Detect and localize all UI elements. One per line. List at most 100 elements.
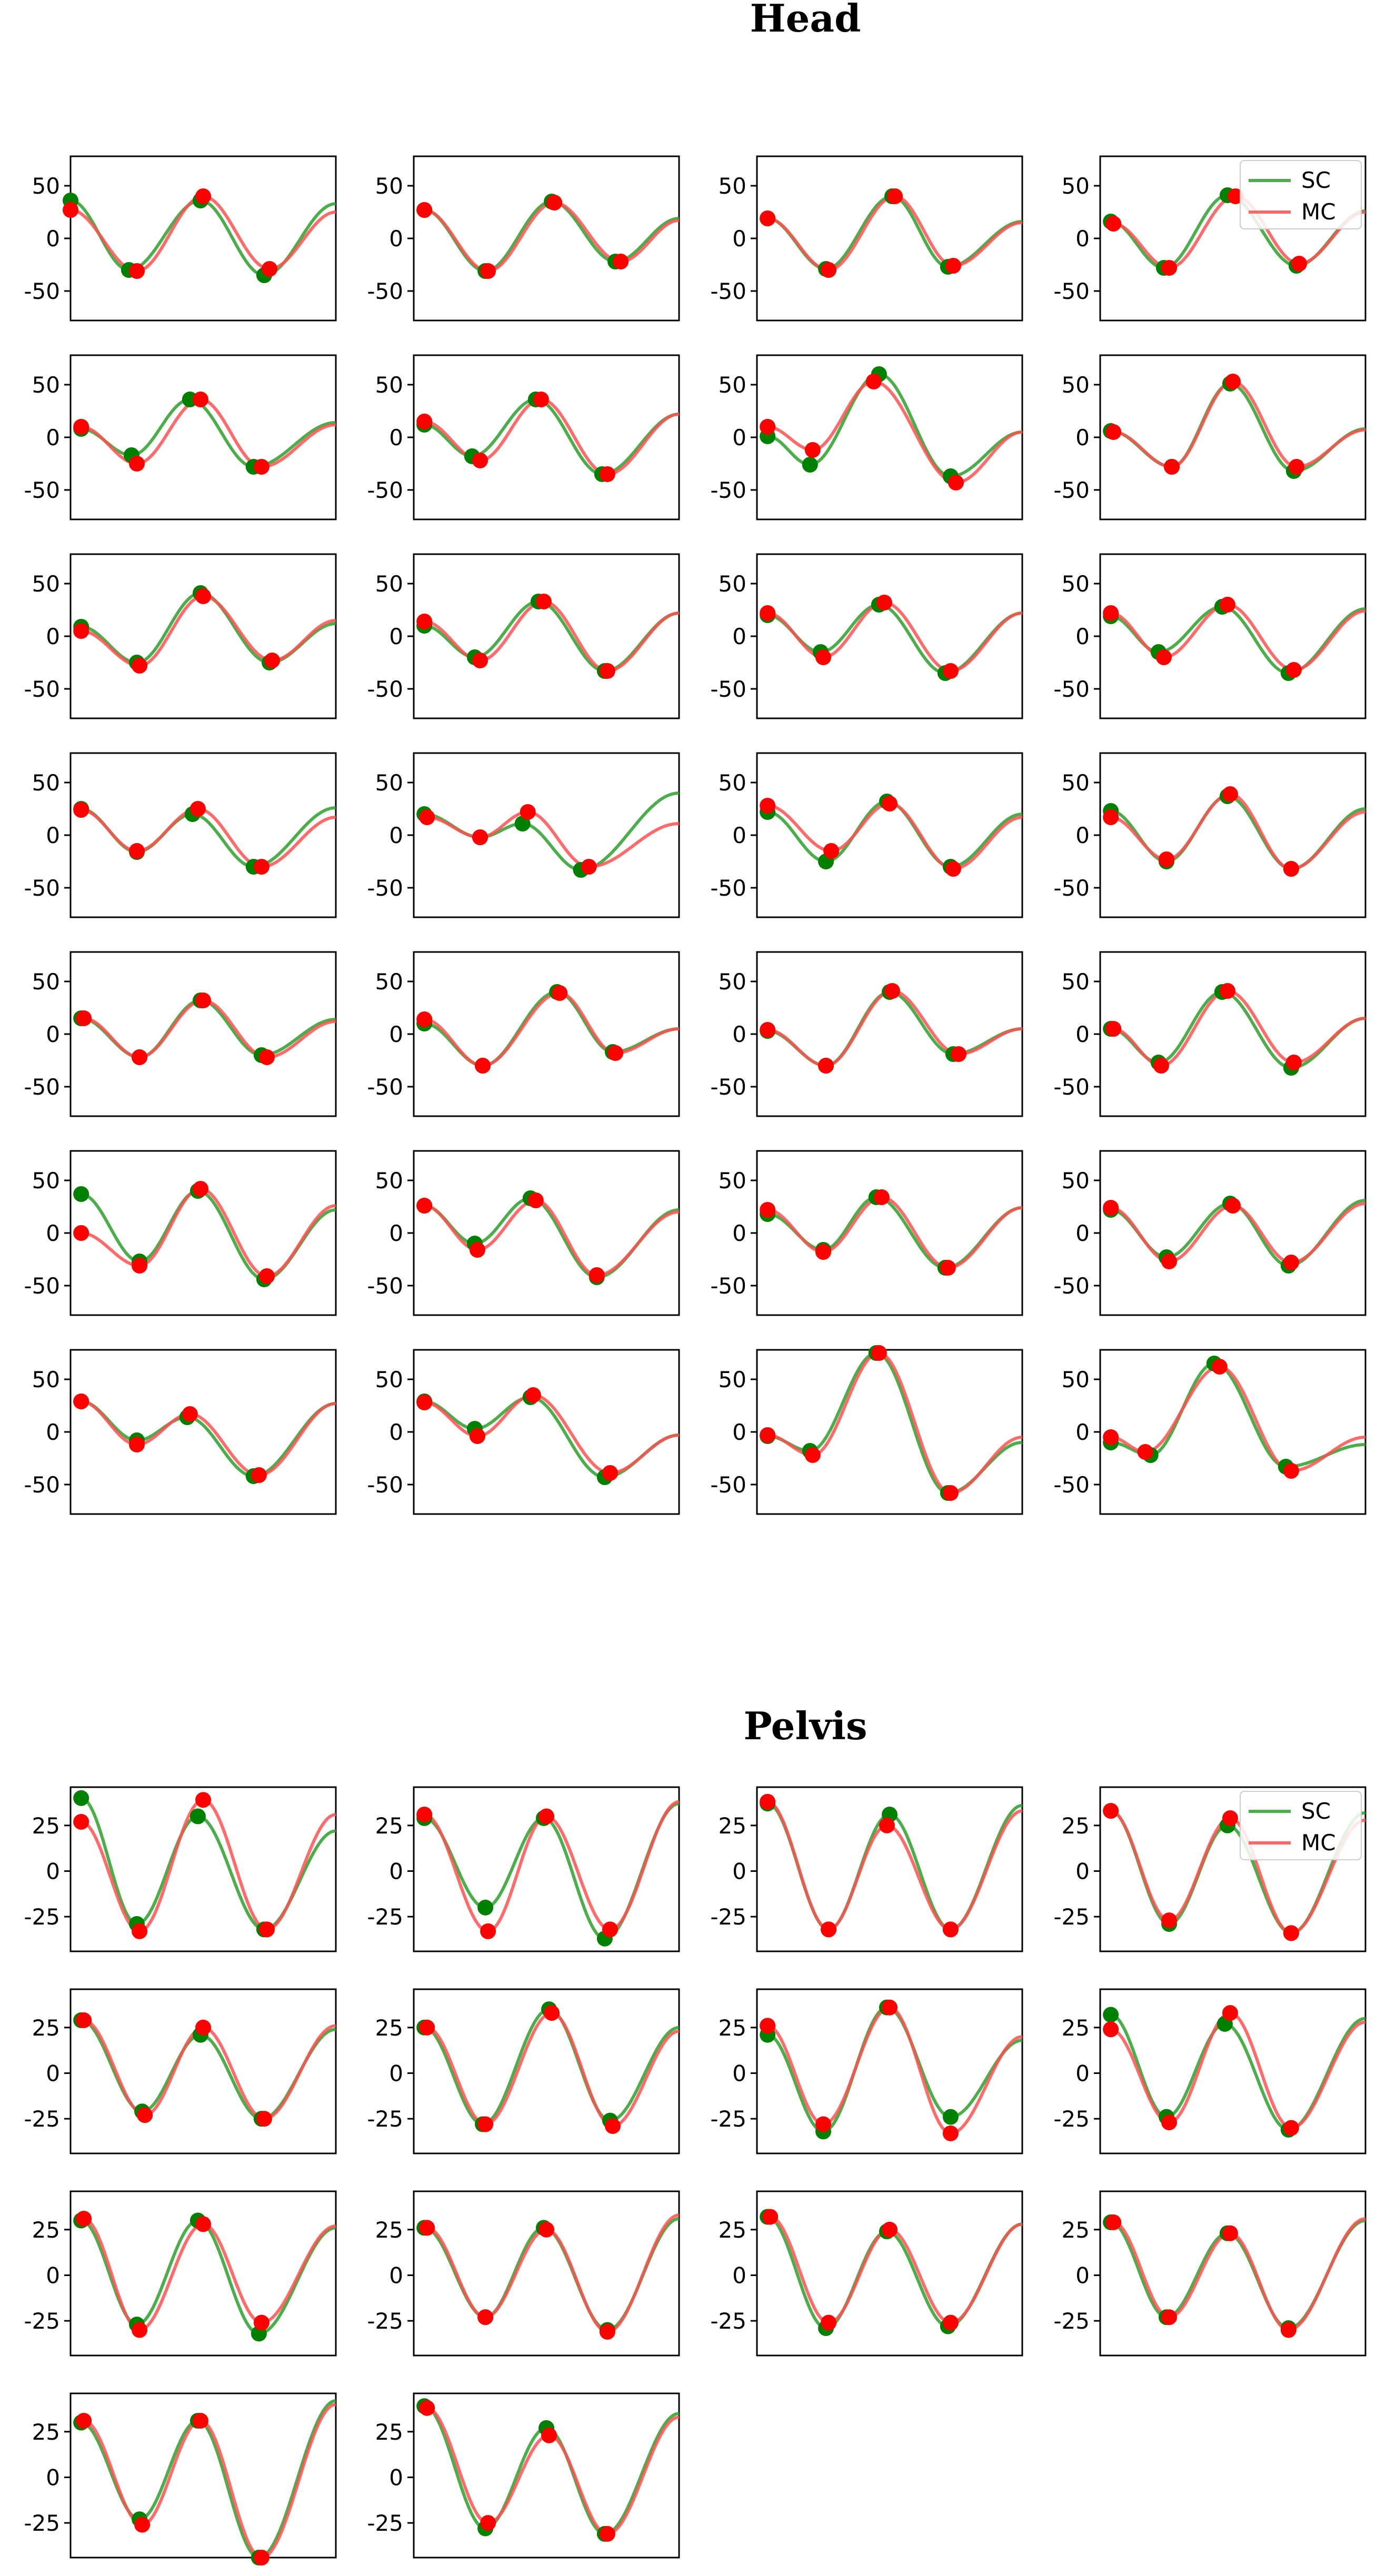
panel-frame bbox=[69, 1150, 337, 1316]
y-tick-label: -50 bbox=[710, 676, 746, 702]
y-tick-label: 0 bbox=[1075, 1419, 1090, 1445]
head-panel-25: 50 0 -50 bbox=[24, 1349, 337, 1515]
mc-extremum-point bbox=[419, 2400, 435, 2416]
mc-extremum-point bbox=[416, 414, 433, 429]
panel-frame bbox=[1099, 553, 1367, 719]
y-tick-label: 25 bbox=[719, 2217, 746, 2243]
mc-extremum-point bbox=[1288, 459, 1304, 475]
y-tick-label: 0 bbox=[389, 2262, 403, 2288]
mc-extremum-point bbox=[948, 475, 964, 490]
mc-extremum-point bbox=[760, 1202, 776, 1218]
y-tick-label: 0 bbox=[389, 425, 403, 450]
panel-frame bbox=[69, 1988, 337, 2154]
mc-extremum-point bbox=[132, 658, 148, 674]
mc-extremum-point bbox=[1283, 1925, 1299, 1941]
mc-extremum-point bbox=[195, 1792, 211, 1808]
y-tick-label: 25 bbox=[1062, 1813, 1090, 1839]
mc-extremum-point bbox=[1225, 374, 1241, 389]
head-panel-26: 50 0 -50 bbox=[367, 1349, 680, 1515]
y-tick-label: 0 bbox=[389, 2464, 403, 2490]
y-tick-label: -50 bbox=[1053, 1472, 1090, 1498]
mc-extremum-point bbox=[535, 594, 552, 609]
y-tick-label: -50 bbox=[24, 875, 60, 901]
y-tick-label: -25 bbox=[367, 2510, 403, 2536]
panel-frame bbox=[1099, 2190, 1367, 2357]
panel-frame bbox=[756, 1150, 1023, 1316]
y-tick-label: 0 bbox=[46, 2262, 60, 2288]
y-tick-label: -50 bbox=[367, 1472, 403, 1498]
mc-extremum-point bbox=[1283, 2120, 1299, 2136]
y-tick-label: 50 bbox=[719, 571, 746, 597]
mc-extremum-point bbox=[1103, 809, 1119, 825]
y-tick-label: -50 bbox=[367, 477, 403, 503]
panel-frame bbox=[756, 752, 1023, 918]
mc-extremum-point bbox=[416, 1011, 433, 1027]
y-tick-label: 0 bbox=[732, 624, 746, 649]
y-tick-label: -25 bbox=[1053, 2308, 1090, 2334]
mc-extremum-point bbox=[599, 466, 615, 482]
mc-extremum-point bbox=[1291, 256, 1307, 272]
mc-extremum-point bbox=[942, 2125, 959, 2141]
y-tick-label: -50 bbox=[1053, 676, 1090, 702]
y-tick-label: 0 bbox=[389, 1220, 403, 1246]
mc-extremum-point bbox=[602, 1921, 618, 1938]
panel-frame bbox=[413, 2392, 680, 2559]
mc-extremum-point bbox=[1161, 2309, 1178, 2326]
y-tick-label: 25 bbox=[32, 2419, 60, 2445]
panel-frame bbox=[69, 1349, 337, 1515]
mc-extremum-point bbox=[480, 263, 496, 279]
mc-extremum-point bbox=[942, 663, 959, 679]
mc-extremum-point bbox=[760, 2018, 776, 2034]
mc-extremum-point bbox=[76, 2211, 92, 2227]
mc-extremum-point bbox=[1225, 1198, 1241, 1214]
y-tick-label: -50 bbox=[367, 875, 403, 901]
pelvis-title: Pelvis bbox=[743, 1703, 867, 1748]
mc-extremum-point bbox=[882, 796, 898, 811]
mc-extremum-point bbox=[804, 1447, 821, 1463]
y-tick-label: 0 bbox=[732, 1220, 746, 1246]
y-tick-label: 50 bbox=[32, 1367, 60, 1392]
mc-extremum-point bbox=[760, 1427, 776, 1443]
y-tick-label: -50 bbox=[24, 1472, 60, 1498]
y-tick-label: -50 bbox=[710, 278, 746, 304]
mc-extremum-point bbox=[129, 456, 145, 472]
mc-extremum-point bbox=[1222, 2225, 1238, 2241]
mc-extremum-point bbox=[525, 1387, 541, 1403]
y-tick-label: 0 bbox=[389, 624, 403, 649]
y-tick-label: -25 bbox=[367, 2106, 403, 2132]
y-tick-label: 25 bbox=[375, 2217, 403, 2243]
y-tick-label: 25 bbox=[1062, 2015, 1090, 2041]
mc-extremum-point bbox=[821, 2314, 837, 2331]
mc-extremum-point bbox=[195, 588, 211, 604]
sc-extremum-point bbox=[802, 457, 818, 473]
mc-extremum-point bbox=[192, 392, 208, 407]
y-tick-label: -50 bbox=[367, 676, 403, 702]
sc-extremum-point bbox=[73, 1790, 89, 1806]
mc-extremum-point bbox=[552, 985, 568, 1001]
y-tick-label: -25 bbox=[710, 2308, 746, 2334]
mc-extremum-point bbox=[1105, 1021, 1122, 1037]
mc-extremum-point bbox=[256, 2111, 272, 2127]
y-tick-label: 0 bbox=[389, 1021, 403, 1047]
mc-extremum-point bbox=[132, 1923, 148, 1939]
head-panel-28: 50 0 -50 bbox=[1053, 1349, 1367, 1515]
legend-box bbox=[1240, 160, 1362, 229]
y-tick-label: 50 bbox=[375, 372, 403, 398]
y-tick-label: 0 bbox=[46, 2464, 60, 2490]
mc-extremum-point bbox=[1283, 1463, 1299, 1479]
mc-extremum-point bbox=[253, 2314, 270, 2331]
head-panel-8: 50 0 -50 bbox=[1053, 354, 1367, 520]
y-tick-label: 0 bbox=[389, 226, 403, 252]
mc-extremum-point bbox=[1105, 216, 1122, 232]
pelvis-panel-13: 25 0 -25 bbox=[24, 2392, 337, 2565]
pelvis-panel-9: 25 0 -25 bbox=[24, 2190, 337, 2357]
head-panel-14: 50 0 -50 bbox=[367, 752, 680, 918]
panel-frame bbox=[1099, 752, 1367, 918]
y-tick-label: 0 bbox=[1075, 425, 1090, 450]
panel-frame bbox=[1099, 951, 1367, 1117]
mc-extremum-point bbox=[1285, 662, 1302, 678]
head-panel-16: 50 0 -50 bbox=[1053, 752, 1367, 918]
mc-extremum-point bbox=[419, 2019, 435, 2036]
mc-extremum-point bbox=[1283, 1255, 1299, 1270]
